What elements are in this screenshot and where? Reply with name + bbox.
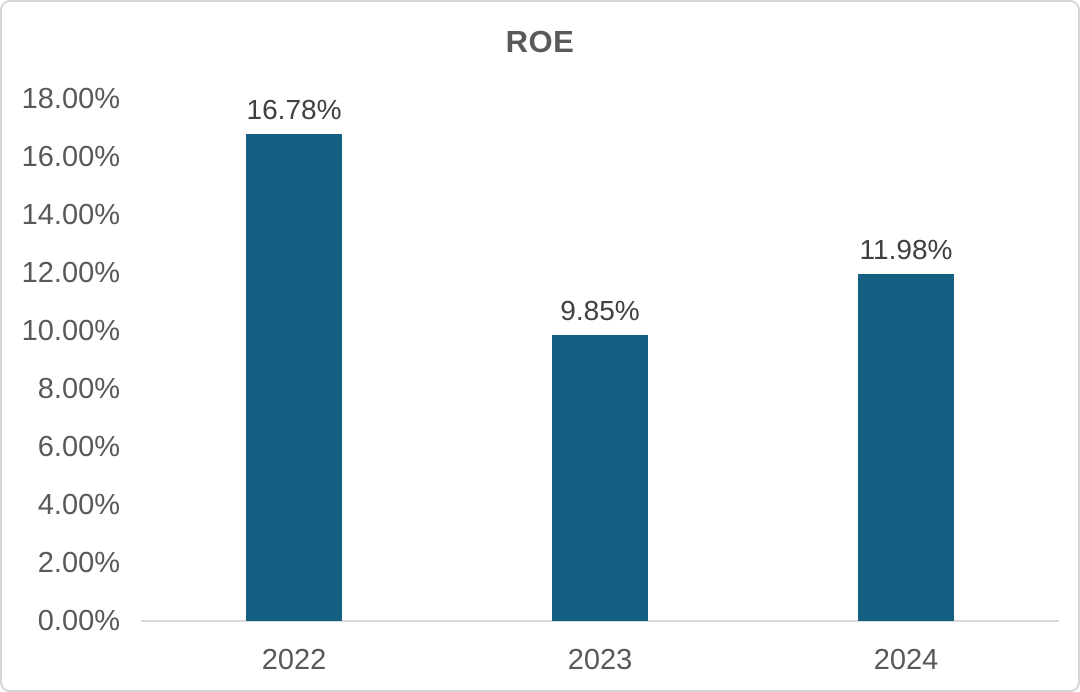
y-axis-tick-label: 18.00%: [21, 83, 120, 115]
y-axis-tick-label: 6.00%: [37, 431, 120, 463]
data-label-2023: 9.85%: [560, 295, 640, 327]
y-axis-tick-label: 0.00%: [37, 605, 120, 637]
y-axis-tick-label: 2.00%: [37, 547, 120, 579]
bar-2024: [858, 273, 954, 621]
data-label-2022: 16.78%: [246, 94, 342, 126]
chart-title: ROE: [505, 24, 575, 59]
y-axis-tick-label: 12.00%: [21, 257, 120, 289]
y-axis-tick-label: 14.00%: [21, 199, 120, 231]
y-axis-tick-label: 8.00%: [37, 373, 120, 405]
x-axis-line: [141, 620, 1059, 622]
x-axis-label-2023: 2023: [567, 644, 633, 676]
y-axis-tick-label: 10.00%: [21, 315, 120, 347]
bar-2023: [552, 335, 648, 621]
y-axis-tick-label: 16.00%: [21, 141, 120, 173]
bar-2022: [246, 134, 342, 621]
x-axis-label-2022: 2022: [261, 644, 327, 676]
data-label-2024: 11.98%: [859, 233, 953, 265]
x-axis-label-2024: 2024: [873, 644, 939, 676]
y-axis-tick-label: 4.00%: [37, 489, 120, 521]
